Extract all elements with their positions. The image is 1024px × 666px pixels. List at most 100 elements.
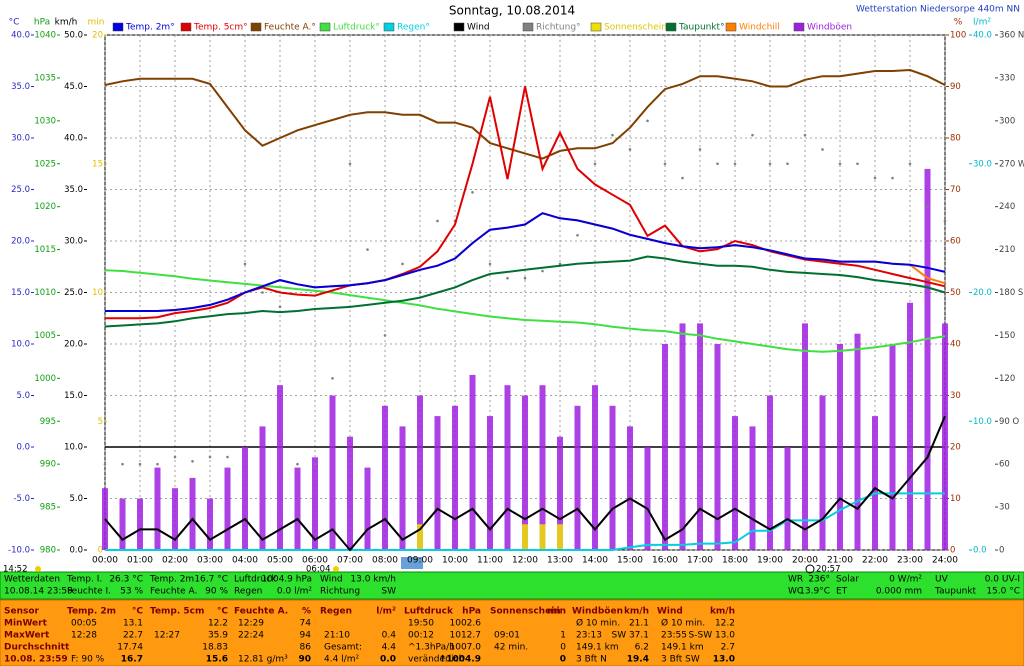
bar bbox=[242, 447, 248, 550]
stats-cell: Ø 10 min. bbox=[661, 618, 705, 629]
bar bbox=[417, 524, 423, 550]
status-value: 15.0 °C bbox=[986, 587, 1020, 597]
bar bbox=[207, 498, 213, 550]
y-tick-label: 1015 bbox=[34, 245, 56, 255]
bar bbox=[539, 385, 546, 550]
status-value: 0.000 mm bbox=[876, 587, 922, 597]
status-value: 53 % bbox=[120, 587, 143, 597]
direction-dot bbox=[383, 334, 387, 337]
legend-swatch bbox=[793, 22, 805, 32]
series-line bbox=[105, 492, 945, 551]
direction-dot bbox=[698, 148, 702, 151]
legend-label: Temp. 5cm° bbox=[193, 23, 248, 33]
y-tick-label: 35.0 bbox=[11, 82, 30, 92]
axis-title: l/m² bbox=[973, 18, 991, 28]
y-tick-label: 30 bbox=[999, 503, 1010, 513]
status-label: Wind bbox=[320, 575, 343, 585]
stats-value: 1 bbox=[560, 631, 566, 641]
stats-value: 0.0 bbox=[380, 655, 396, 665]
bar bbox=[889, 344, 896, 550]
direction-dot bbox=[278, 305, 282, 309]
bar bbox=[662, 344, 668, 550]
stats-value: 13.0 bbox=[713, 655, 735, 665]
x-tick-label: 01:00 bbox=[127, 556, 153, 566]
stats-value: 19.4 bbox=[627, 655, 649, 665]
bar bbox=[644, 447, 651, 550]
y-tick-label: 90 O bbox=[999, 417, 1020, 427]
y-tick-label: 0.0 bbox=[973, 546, 987, 556]
y-tick-label: 45.0 bbox=[64, 82, 83, 92]
direction-dot bbox=[156, 462, 159, 466]
stats-header: Sensor bbox=[4, 607, 40, 617]
legend-swatch bbox=[725, 22, 737, 32]
stats-value: 74 bbox=[300, 619, 312, 629]
status-value: 26.3 °C bbox=[109, 575, 143, 585]
status-label: Luftdruck bbox=[234, 575, 277, 585]
bar bbox=[749, 426, 756, 550]
y-tick-label: 40.0 bbox=[973, 31, 992, 41]
series-line bbox=[104, 269, 946, 353]
status-label: Temp. I. bbox=[66, 575, 102, 585]
y-tick-label: 40.0 bbox=[11, 31, 30, 41]
bar bbox=[557, 436, 563, 550]
x-tick-label: 09:00 bbox=[407, 556, 433, 566]
y-tick-label: -10.0 bbox=[8, 546, 30, 556]
y-tick-label: 240 bbox=[999, 202, 1015, 212]
y-tick-label: 1035 bbox=[34, 73, 56, 83]
stats-header: Feuchte A. bbox=[234, 607, 288, 617]
legend-swatch bbox=[665, 22, 677, 32]
bar bbox=[522, 395, 528, 550]
y-tick-label: 60 bbox=[999, 460, 1010, 470]
y-tick-label: 20.0 bbox=[11, 237, 30, 247]
stats-cell: 3 Bft N bbox=[576, 655, 607, 665]
y-tick-label: 300 bbox=[999, 116, 1015, 126]
x-tick-label: 13:00 bbox=[547, 556, 573, 566]
direction-dot bbox=[821, 148, 824, 151]
x-tick-label: 16:00 bbox=[652, 556, 678, 566]
status-value: 1004.9 hPa bbox=[261, 575, 312, 585]
stats-value: 6.2 bbox=[635, 643, 649, 653]
stats-value: 1002.6 bbox=[450, 619, 482, 629]
x-tick-label: 23:00 bbox=[897, 556, 923, 566]
series-line bbox=[104, 68, 946, 160]
direction-dot bbox=[261, 291, 264, 294]
status-value: 90 % bbox=[205, 587, 228, 597]
direction-dot bbox=[173, 455, 177, 459]
bar bbox=[784, 447, 791, 550]
stats-value: 2.7 bbox=[721, 643, 735, 653]
y-tick-label: 0 bbox=[98, 546, 103, 556]
y-tick-label: 30 bbox=[950, 391, 961, 401]
y-tick-label: 80 bbox=[950, 134, 961, 144]
legend-swatch bbox=[112, 22, 124, 32]
legend-swatch bbox=[590, 22, 602, 32]
y-tick-label: 5.0 bbox=[16, 391, 30, 401]
status-value: 0.0 l/m² bbox=[277, 587, 312, 597]
stats-cell: 09:01 bbox=[494, 631, 520, 641]
x-tick-label: 19:00 bbox=[757, 556, 783, 566]
y-tick-label: 100 bbox=[950, 31, 966, 41]
legend-label: Sonnenschein° bbox=[604, 23, 671, 33]
series-line bbox=[104, 255, 946, 328]
y-tick-label: 15 bbox=[92, 159, 103, 169]
status-bar bbox=[0, 571, 1024, 600]
stats-value: 35.9 bbox=[208, 631, 228, 641]
stats-cell: F: 90 % bbox=[71, 655, 105, 665]
stats-cell: 12:29 bbox=[238, 619, 264, 629]
stats-header: km/h bbox=[624, 607, 649, 617]
direction-dot bbox=[436, 219, 439, 223]
direction-dot bbox=[646, 119, 649, 123]
y-tick-label: 10 bbox=[92, 288, 103, 298]
direction-dot bbox=[313, 462, 317, 466]
stats-header: % bbox=[302, 607, 311, 617]
x-tick-label: 24:00 bbox=[932, 556, 958, 566]
y-tick-label: 20.0 bbox=[973, 288, 992, 298]
stats-cell: 149.1 km bbox=[661, 643, 704, 653]
y-tick-label: 35.0 bbox=[64, 185, 83, 195]
stats-cell: 42 min. bbox=[494, 643, 528, 653]
y-tick-label: 270 W bbox=[999, 159, 1024, 169]
x-tick-label: 14:00 bbox=[582, 556, 608, 566]
stats-value: 1007.0 bbox=[450, 643, 482, 653]
stats-cell: veränderlich bbox=[408, 655, 464, 665]
x-tick-label: 00:00 bbox=[92, 556, 118, 566]
